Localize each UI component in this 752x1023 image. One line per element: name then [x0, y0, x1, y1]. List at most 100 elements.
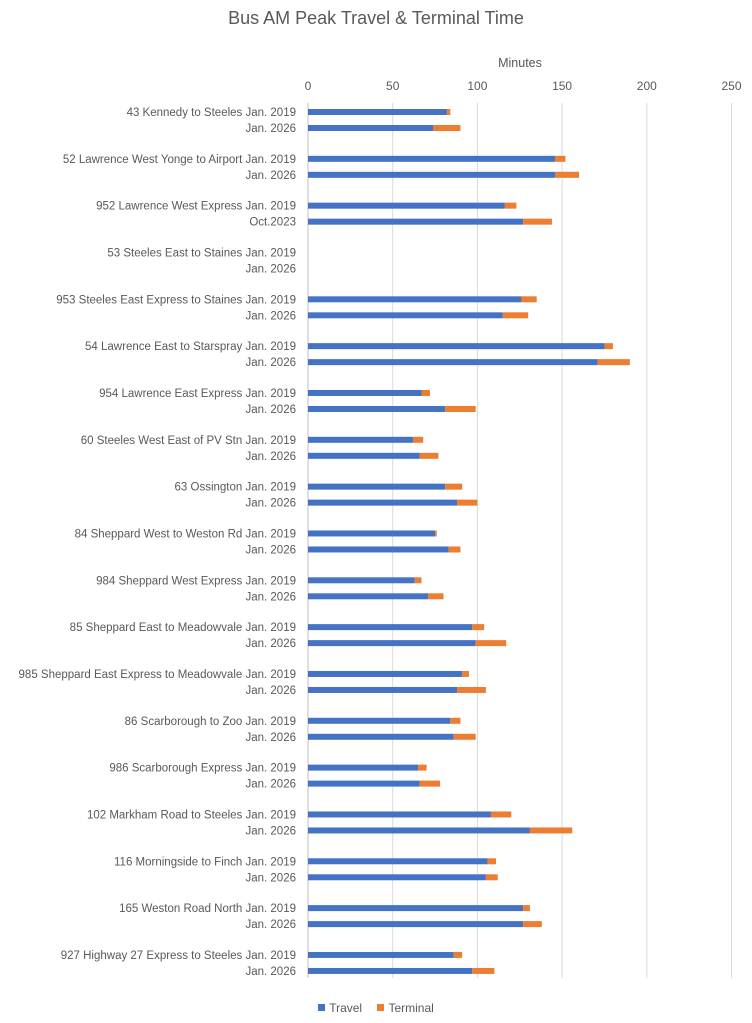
category-label: Jan. 2026: [245, 825, 296, 837]
bar-travel: [308, 858, 488, 865]
x-tick-label: 200: [637, 79, 657, 93]
bar-travel: [308, 827, 530, 834]
bar-terminal: [414, 577, 422, 584]
bar-travel: [308, 640, 476, 647]
category-label: Jan. 2026: [245, 498, 296, 510]
bar-travel: [308, 109, 447, 115]
bar-terminal: [523, 921, 542, 928]
category-label: Jan. 2026: [245, 591, 296, 603]
category-label: Jan. 2026: [245, 263, 296, 275]
x-axis-ticks: 0 50 100 150 200 250: [305, 79, 742, 93]
bar-travel: [308, 389, 422, 396]
x-tick-label: 150: [552, 79, 572, 93]
bar-terminal: [445, 483, 463, 490]
x-tick-label: 250: [721, 79, 741, 93]
category-label: 985 Sheppard East Express to Meadowvale …: [19, 669, 296, 681]
bar-terminal: [457, 686, 486, 693]
bar-travel: [308, 670, 463, 677]
category-label: Jan. 2026: [245, 123, 296, 135]
category-label: 60 Steeles West East of PV Stn Jan. 2019: [81, 435, 296, 447]
category-label: Jan. 2026: [245, 685, 296, 697]
bar-travel: [308, 125, 434, 131]
legend-item-travel: Travel: [318, 1001, 362, 1015]
bar-travel: [308, 733, 454, 740]
category-labels: 43 Kennedy to Steeles Jan. 2019 Jan. 2026…: [19, 107, 296, 978]
legend-swatch-terminal: [377, 1004, 385, 1011]
bar-travel: [308, 624, 473, 631]
legend-label-terminal: Terminal: [388, 1001, 434, 1015]
legend: Travel Terminal: [0, 1001, 752, 1015]
bar-travel: [308, 764, 419, 771]
category-label: 86 Scarborough to Zoo Jan. 2019: [125, 716, 296, 728]
category-label: Jan. 2026: [245, 779, 296, 791]
bar-terminal: [428, 593, 444, 600]
category-label: Jan. 2026: [245, 451, 296, 463]
bar-terminal: [604, 343, 613, 350]
bar-terminal: [457, 499, 478, 506]
bar-travel: [308, 343, 605, 350]
category-label: 927 Highway 27 Express to Steeles Jan. 2…: [61, 950, 296, 962]
bar-travel: [308, 905, 524, 912]
category-label: 984 Sheppard West Express Jan. 2019: [96, 575, 296, 587]
category-label: 102 Markham Road to Steeles Jan. 2019: [87, 809, 296, 821]
category-label: 63 Ossington Jan. 2019: [175, 482, 296, 494]
bar-travel: [308, 921, 524, 928]
bar-terminal: [555, 155, 566, 162]
category-label: 85 Sheppard East to Meadowvale Jan. 2019: [70, 622, 296, 634]
category-label: 43 Kennedy to Steeles Jan. 2019: [127, 107, 296, 119]
bar-terminal: [453, 733, 476, 740]
bar-travel: [308, 967, 473, 974]
bar-terminal: [487, 858, 497, 865]
bar-terminal: [597, 359, 630, 366]
bar-terminal: [433, 125, 461, 131]
x-tick-label: 50: [386, 79, 400, 93]
category-label: 986 Scarborough Express Jan. 2019: [109, 763, 296, 775]
bar-travel: [308, 296, 522, 303]
bar-travel: [308, 780, 420, 787]
bar-terminal: [472, 967, 495, 974]
category-label: 53 Steeles East to Staines Jan. 2019: [107, 247, 296, 259]
bar-terminal: [453, 951, 463, 958]
bar-travel: [308, 171, 556, 178]
bar-travel: [308, 202, 505, 209]
bar-travel: [308, 218, 524, 225]
bar-travel: [308, 499, 458, 506]
category-label: 953 Steeles East Express to Staines Jan.…: [56, 294, 296, 306]
category-label: 84 Sheppard West to Weston Rd Jan. 2019: [75, 528, 296, 540]
bar-travel: [308, 312, 503, 319]
bar-travel: [308, 436, 414, 443]
bar-travel: [308, 155, 556, 162]
bar-terminal: [475, 640, 507, 647]
legend-label-travel: Travel: [329, 1001, 363, 1015]
category-label: 165 Weston Road North Jan. 2019: [119, 903, 296, 915]
bar-terminal: [502, 312, 529, 319]
gridlines: [307, 103, 732, 978]
category-label: Jan. 2026: [245, 310, 296, 322]
bar-terminal: [421, 389, 430, 396]
category-label: Jan. 2026: [245, 732, 296, 744]
bar-terminal: [419, 780, 441, 787]
bar-travel: [308, 359, 598, 366]
bar-terminal: [450, 717, 461, 724]
category-label: 52 Lawrence West Yonge to Airport Jan. 2…: [63, 154, 296, 166]
bar-terminal: [413, 436, 424, 443]
bar-travel: [308, 405, 446, 412]
bar-travel: [308, 546, 449, 553]
bar-travel: [308, 717, 451, 724]
bar-terminal: [523, 218, 552, 225]
legend-swatch-travel: [318, 1004, 326, 1011]
bar-travel: [308, 593, 429, 600]
category-label: 54 Lawrence East to Starspray Jan. 2019: [85, 341, 296, 353]
bar-terminal: [419, 452, 439, 459]
bar-terminal: [485, 874, 498, 881]
bar-terminal: [490, 811, 512, 818]
bar-travel: [308, 452, 420, 459]
bar-terminal: [462, 670, 469, 677]
x-tick-label: 0: [305, 79, 312, 93]
category-label: Oct.2023: [249, 217, 296, 229]
legend-item-terminal: Terminal: [377, 1001, 434, 1015]
category-label: Jan. 2026: [245, 357, 296, 369]
bar-terminal: [472, 624, 485, 631]
bar-terminal: [504, 202, 517, 209]
